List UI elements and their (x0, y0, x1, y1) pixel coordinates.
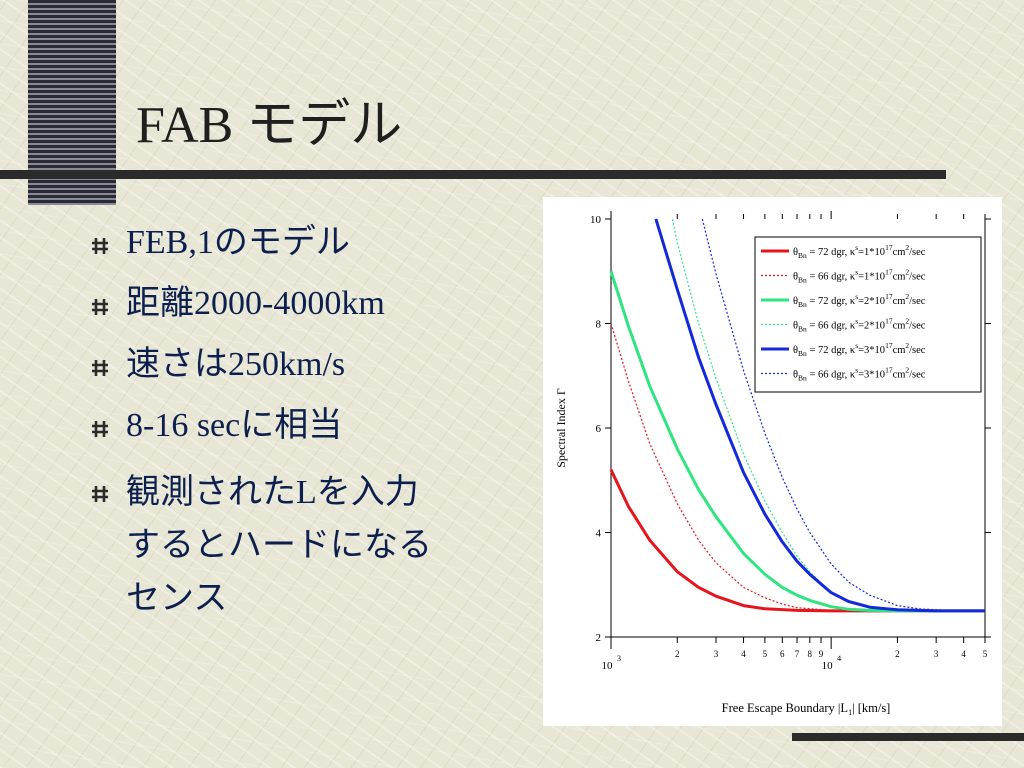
x-minor-tick-label: 8 (808, 649, 813, 659)
bullet-text-line: センス (126, 580, 228, 617)
legend-entry: θBn = 66 dgr, κs=2*1017cm2/sec (793, 317, 926, 334)
x-minor-tick-label: 4 (741, 649, 746, 659)
y-tick-label: 4 (596, 528, 602, 540)
slide-title: FAB モデル (136, 97, 403, 154)
x-axis-label: Free Escape Boundary |L1| [km/s] (722, 701, 891, 717)
title-divider (0, 170, 946, 179)
x-minor-tick-label: 2 (675, 649, 680, 659)
legend-box (754, 236, 982, 393)
bullet-text: 速さは250km/s (126, 346, 346, 383)
x-minor-tick-label: 5 (763, 649, 768, 659)
x-minor-tick-label: 7 (795, 649, 800, 659)
bullet-text: 8-16 secに相当 (126, 407, 343, 444)
y-tick-label: 6 (596, 423, 602, 435)
hash-bullet-icon (92, 421, 108, 437)
bullet-text-line: 観測されたLを入力 (126, 474, 419, 511)
legend-entry: θBn = 72 dgr, κs=3*1017cm2/sec (793, 341, 926, 358)
series-line-1 (609, 469, 985, 613)
x-minor-tick-label: 2 (895, 649, 900, 659)
x-minor-tick-label: 3 (934, 649, 939, 659)
x-minor-tick-label: 5 (983, 649, 988, 659)
bullet-list: FEB,1のモデル 距離2000-4000km 速さは250km/s 8-16 … (90, 222, 510, 644)
y-tick-label: 2 (596, 632, 602, 644)
hash-bullet-icon (92, 360, 108, 376)
x-minor-tick-label: 3 (714, 649, 719, 659)
x-major-tick-label: 10 (822, 660, 834, 672)
bullet-item: 速さは250km/s (90, 344, 510, 386)
bullet-item: FEB,1のモデル (90, 222, 510, 264)
hash-bullet-icon (92, 486, 108, 502)
x-major-tick-exponent: 3 (617, 654, 621, 663)
x-major-tick-exponent: 4 (837, 654, 841, 663)
spectral-index-chart: 2 4 6 8 10 2 3 4 5 6 7 8 9 2 3 4 5 10 3 10 4 θBn = 72 dgr, κs… (543, 197, 1002, 726)
legend-entry: θBn = 72 dgr, κs=1*1017cm2/sec (793, 243, 926, 260)
y-tick-label: 8 (596, 319, 602, 331)
x-major-tick-label: 10 (602, 660, 614, 672)
legend-entry: θBn = 66 dgr, κs=1*1017cm2/sec (793, 268, 926, 285)
series-line-2 (610, 323, 985, 612)
bullet-item: 観測されたLを入力 するとハードになる センス (90, 466, 510, 625)
series-line-5 (654, 218, 985, 613)
x-minor-tick-label: 4 (961, 649, 966, 659)
bottom-divider (792, 733, 1024, 741)
y-axis-label: Spectral Index Γ (554, 388, 568, 468)
y-tick-label: 10 (590, 214, 602, 226)
bullet-text-line: するとハードになる (126, 527, 432, 564)
x-minor-tick-label: 9 (819, 649, 824, 659)
bullet-item: 8-16 secに相当 (90, 405, 510, 447)
legend-entry: θBn = 66 dgr, κs=3*1017cm2/sec (793, 366, 926, 383)
hash-bullet-icon (92, 238, 108, 254)
series-line-4 (671, 218, 985, 612)
bullet-text: 距離2000-4000km (126, 285, 385, 322)
bullet-item: 距離2000-4000km (90, 283, 510, 325)
bullet-text: FEB,1のモデル (126, 224, 350, 261)
x-minor-tick-label: 6 (780, 649, 785, 659)
series-line-3 (609, 270, 985, 613)
legend-entry: θBn = 72 dgr, κs=2*1017cm2/sec (793, 292, 926, 309)
hash-bullet-icon (92, 299, 108, 315)
